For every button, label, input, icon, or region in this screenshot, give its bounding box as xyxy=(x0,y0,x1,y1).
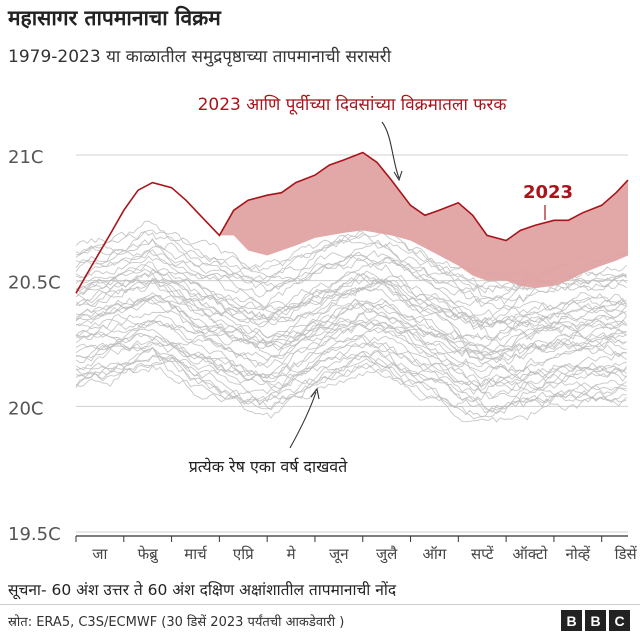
annotations: 2023 आणि पूर्वीच्या दिवसांच्या विक्रमातल… xyxy=(189,94,573,476)
series-2023-label: 2023 xyxy=(523,182,573,203)
chart-subtitle: 1979-2023 या काळातील समुद्रपृष्ठाच्या ता… xyxy=(8,47,392,67)
divider xyxy=(0,604,640,605)
history-line xyxy=(75,275,627,331)
history-line xyxy=(75,268,627,329)
x-tick-label: सप्टें xyxy=(471,545,494,563)
history-line xyxy=(75,354,627,402)
history-line xyxy=(75,297,627,362)
bbc-logo-b2: B xyxy=(585,610,606,631)
history-line xyxy=(75,249,627,311)
history-line xyxy=(75,295,627,354)
annotation-arrowhead xyxy=(393,170,403,182)
chart-svg: 21C 20.5C 20C 19.5C जा फेब्रु मार्च एप्रि मे जून ज… xyxy=(8,94,637,564)
x-tick-label: डिसें xyxy=(615,545,638,563)
footnote: सूचना- 60 अंश उत्तर ते 60 अंश दक्षिण अक्… xyxy=(8,581,397,599)
history-line xyxy=(75,335,627,394)
x-tick-label: जुलै xyxy=(376,545,398,564)
annotation-arrow xyxy=(381,121,400,179)
record-gap-annotation: 2023 आणि पूर्वीच्या दिवसांच्या विक्रमातल… xyxy=(198,94,508,115)
history-line xyxy=(75,355,627,413)
history-line xyxy=(75,320,627,373)
x-tick-label: जा xyxy=(92,545,108,563)
history-line xyxy=(75,277,627,342)
history-line xyxy=(75,362,627,423)
x-tick-label: फेब्रु xyxy=(138,545,159,564)
history-line xyxy=(75,264,627,326)
x-tick-label: एप्रि xyxy=(233,545,254,563)
history-line xyxy=(75,347,627,411)
x-tick-label: जून xyxy=(329,545,349,564)
history-line xyxy=(75,364,627,418)
record-gap xyxy=(75,151,629,294)
annotation-arrowhead xyxy=(310,387,320,400)
x-tick-label: मे xyxy=(287,545,297,563)
bbc-logo: B B C xyxy=(561,610,630,631)
history-line xyxy=(75,313,627,360)
y-tick-label: 19.5C xyxy=(8,524,61,545)
history-line xyxy=(75,294,627,348)
source-note: स्रोत: ERA5, C3S/ECMWF (30 डिसें 2023 पर… xyxy=(8,615,345,630)
bbc-logo-c: C xyxy=(609,610,630,631)
record-gap-area xyxy=(76,152,628,294)
each-line-annotation: प्रत्येक रेष एका वर्ष दाखवते xyxy=(189,457,348,476)
bbc-logo-b1: B xyxy=(561,610,582,631)
y-tick-label: 20.5C xyxy=(8,273,61,294)
y-tick-label: 20C xyxy=(8,398,43,419)
x-tick-label: मार्च xyxy=(184,545,207,563)
x-tick-label: ऑक्टो xyxy=(513,545,549,563)
series-2023-line xyxy=(75,151,629,294)
history-line xyxy=(75,327,627,388)
history-line xyxy=(75,334,627,389)
history-line xyxy=(75,319,627,382)
history-line xyxy=(75,321,627,373)
history-line xyxy=(75,328,627,394)
y-tick-label: 21C xyxy=(8,147,43,168)
history-line xyxy=(75,299,627,355)
history-line xyxy=(75,261,627,326)
x-tick-label: नोव्हें xyxy=(566,545,592,563)
x-tick-label: ऑग xyxy=(423,545,447,563)
chart-title: महासागर तापमानाचा विक्रम xyxy=(8,6,221,30)
history-line xyxy=(75,280,627,339)
annotation-arrow xyxy=(289,391,317,449)
history-line xyxy=(75,278,627,341)
axes: 21C 20.5C 20C 19.5C जा फेब्रु मार्च एप्रि मे जून ज… xyxy=(8,147,637,564)
history-line xyxy=(75,355,627,420)
